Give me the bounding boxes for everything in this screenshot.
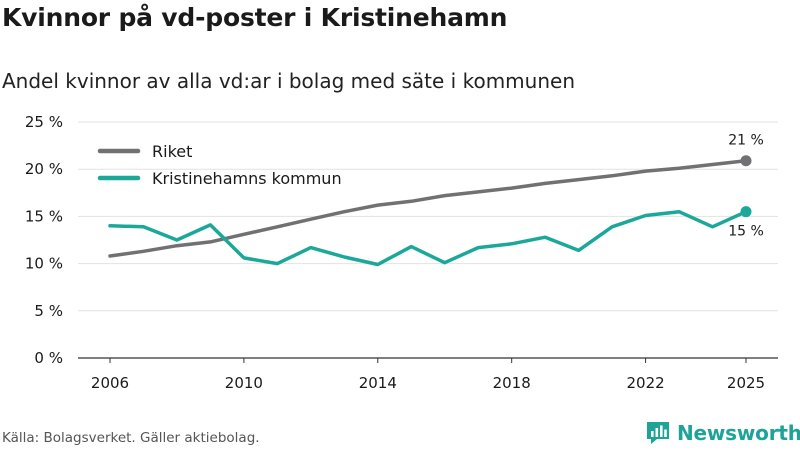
data-labels: 21 % 15 % xyxy=(728,133,764,240)
end-point-marker xyxy=(740,206,752,218)
end-value-label: 15 % xyxy=(728,224,764,240)
x-tick-label: 2022 xyxy=(626,374,664,392)
x-tick-label: 2010 xyxy=(225,374,263,392)
source-note: Källa: Bolagsverket. Gäller aktiebolag. xyxy=(2,430,260,446)
series-line-riket xyxy=(108,158,748,258)
y-tick-label: 15 % xyxy=(25,207,63,225)
y-tick-label: 25 % xyxy=(25,113,63,131)
y-tick-label: 0 % xyxy=(34,349,63,367)
legend-label: Kristinehamns kommun xyxy=(152,169,342,188)
brand-name: Newsworthy xyxy=(677,421,800,445)
legend-label: Riket xyxy=(152,142,192,161)
chart-title: Kvinnor på vd-poster i Kristinehamn xyxy=(2,3,508,32)
chart-subtitle: Andel kvinnor av alla vd:ar i bolag med … xyxy=(2,69,575,93)
series-lines xyxy=(108,155,752,267)
x-tick-label: 2025 xyxy=(727,374,765,392)
legend: Riket Kristinehamns kommun xyxy=(97,142,342,188)
y-tick-label: 10 % xyxy=(25,255,63,273)
series-line-kommun xyxy=(108,209,748,267)
y-tick-label: 5 % xyxy=(34,302,63,320)
axes: 0 % 5 % 10 % 15 % 20 % 25 % 2006 2010 2014 2018 20… xyxy=(25,113,778,392)
x-tick-label: 2014 xyxy=(359,374,397,392)
brand-logo: Newsworthy xyxy=(645,420,800,446)
x-tick-label: 2006 xyxy=(91,374,129,392)
newsworthy-logo-icon xyxy=(647,422,669,444)
end-point-marker xyxy=(740,155,752,167)
end-value-label: 21 % xyxy=(728,133,764,149)
y-tick-label: 20 % xyxy=(25,160,63,178)
x-tick-label: 2018 xyxy=(493,374,531,392)
